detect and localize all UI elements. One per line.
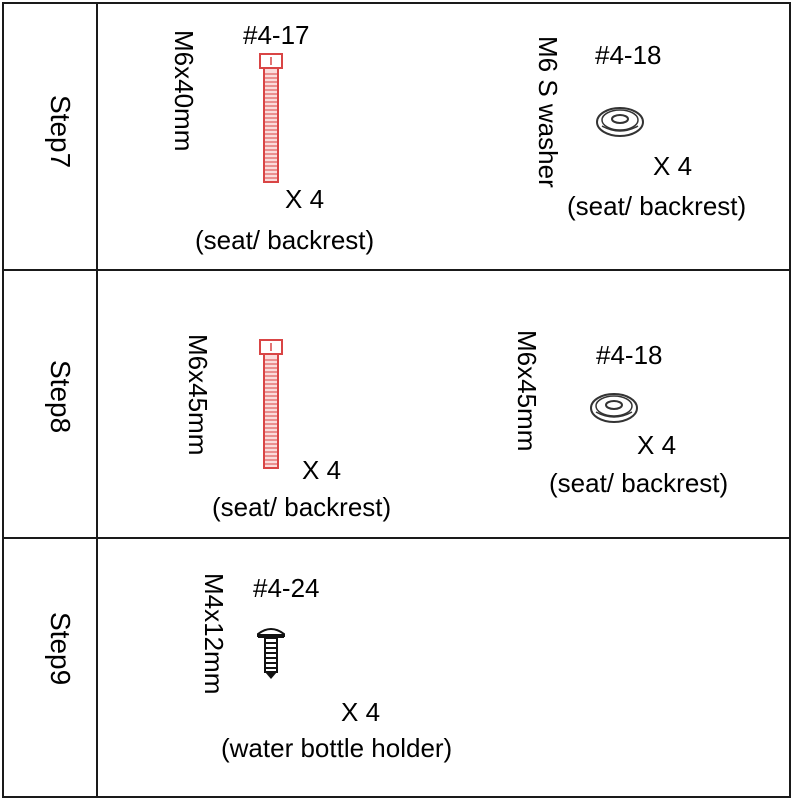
step-label: Step9 <box>45 612 76 686</box>
part-usage: (seat/ backrest) <box>212 492 392 522</box>
part-quantity: X 4 <box>302 455 342 485</box>
part-code: #4-17 <box>243 20 310 50</box>
short-screw-icon <box>257 628 285 679</box>
row-divider <box>2 537 791 539</box>
long-bolt-icon <box>259 53 283 183</box>
part-quantity: X 4 <box>341 697 381 727</box>
spring-washer-icon <box>590 393 638 423</box>
step-label: Step8 <box>45 360 76 434</box>
part-quantity: X 4 <box>285 184 325 214</box>
part-usage: (seat/ backrest) <box>567 191 747 221</box>
part-size: M6x45mm <box>512 330 542 452</box>
part-size: M6x45mm <box>183 334 213 456</box>
row-divider <box>2 269 791 271</box>
part-usage: (water bottle holder) <box>221 733 453 763</box>
part-code: #4-24 <box>253 573 320 603</box>
part-usage: (seat/ backrest) <box>195 225 375 255</box>
part-code: #4-18 <box>596 340 663 370</box>
part-size: M4x12mm <box>199 573 229 695</box>
part-size: M6x40mm <box>169 30 199 152</box>
spring-washer-icon <box>596 107 644 137</box>
part-quantity: X 4 <box>637 430 677 460</box>
part-quantity: X 4 <box>653 151 693 181</box>
long-bolt-icon <box>259 339 283 469</box>
part-size: M6 S washer <box>533 36 563 188</box>
part-code: #4-18 <box>595 40 662 70</box>
step-label: Step7 <box>45 95 76 169</box>
step-column-divider <box>96 2 98 798</box>
part-usage: (seat/ backrest) <box>549 468 729 498</box>
